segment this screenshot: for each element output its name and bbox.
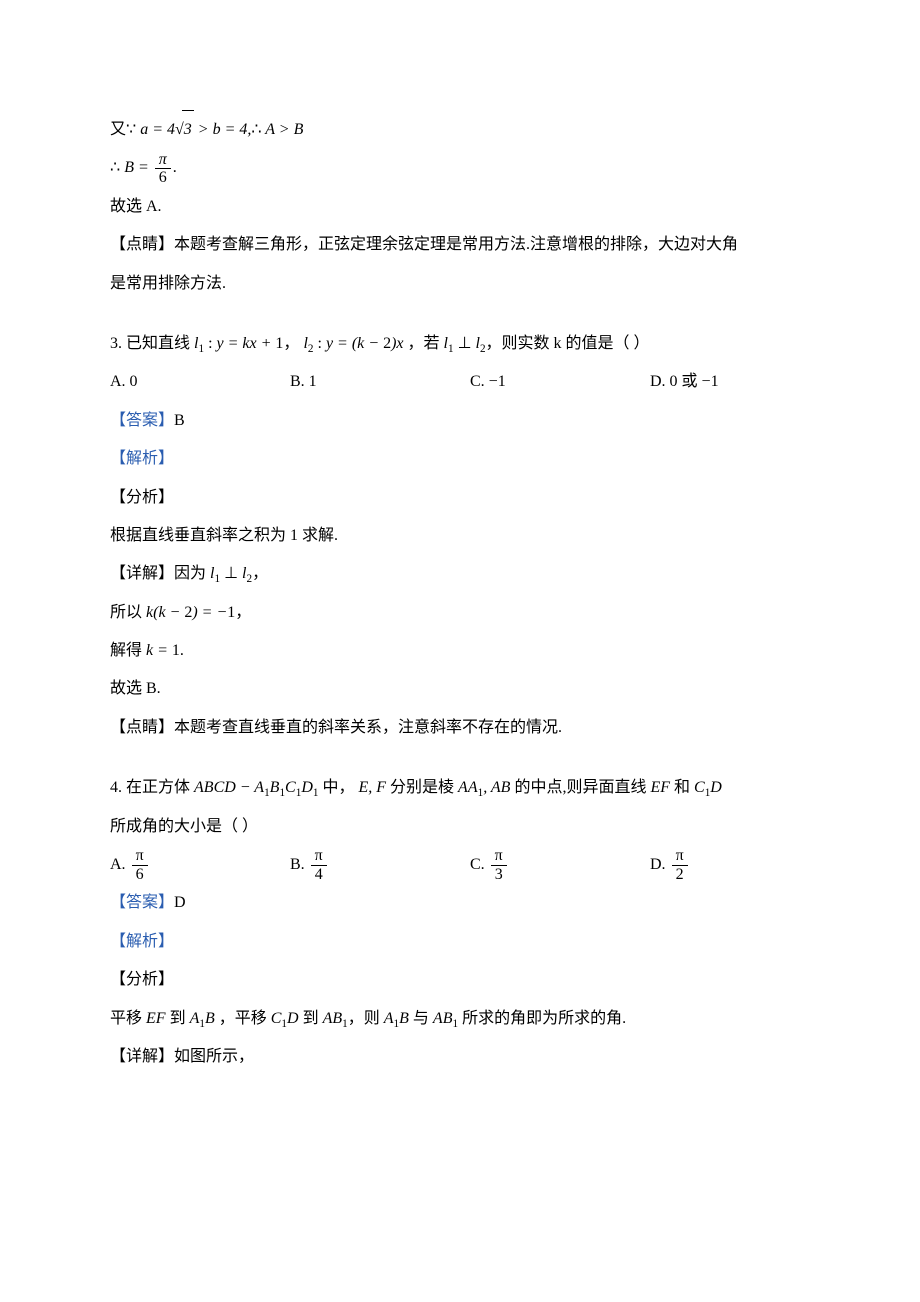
label-daan-4: 【答案】 — [110, 894, 174, 911]
q4-stem-line2: 所成角的大小是（ ） — [110, 808, 830, 846]
q4-s1: 4. 在正方体 — [110, 779, 190, 796]
label-xiangjie: 【详解】 — [110, 565, 174, 582]
dianjing-2-text: 本题考查解三角形，正弦定理余弦定理是常用方法.注意增根的排除，大边对大角 — [174, 236, 738, 253]
frac-den-6: 6 — [155, 168, 171, 187]
q3-jiexi: 【解析】 — [110, 440, 830, 478]
q4-jiexi: 【解析】 — [110, 923, 830, 961]
line-guxuan-a: 故选 A. — [110, 188, 830, 226]
math-a-gt-b: A > B — [265, 121, 303, 138]
q4-fx-d: 到 — [303, 1010, 319, 1027]
q4-fx-c: ，平移 — [215, 1010, 267, 1027]
q3-opt-a: A. 0 — [110, 363, 290, 401]
math-a-eq: a = 4 — [140, 121, 175, 138]
q3-guxuan: 故选 B. — [110, 670, 830, 708]
q4-s3: 分别是棱 — [386, 779, 454, 796]
q4-fenxi: 平移 EF 到 A1B ，平移 C1D 到 AB1，则 A1B 与 AB1 所求… — [110, 1000, 830, 1038]
q3-xiangjie-3: 解得 k = 1. — [110, 632, 830, 670]
label-dianjing-3: 【点睛】 — [110, 719, 174, 736]
q3-xj-1a: 因为 — [174, 565, 206, 582]
q3-comma1: ， — [283, 335, 299, 352]
q4-opt-c: C. π3 — [470, 846, 650, 884]
dianjing-2-cont: 是常用排除方法. — [110, 265, 830, 303]
line-a-gt-b: 又∵ a = 4√3 > b = 4,∴ A > B — [110, 110, 830, 149]
q4-opt-d: D. π2 — [650, 846, 830, 884]
q4-fx-g: 所求的角即为所求的角. — [462, 1010, 626, 1027]
q3-dj-text: 本题考查直线垂直的斜率关系，注意斜率不存在的情况. — [174, 719, 562, 736]
q3-xj-1b: ， — [252, 565, 268, 582]
q3-opt-d: D. 0 或 −1 — [650, 363, 830, 401]
q4-answer: 【答案】D — [110, 884, 830, 922]
q3-answer-val: B — [174, 412, 185, 429]
dianjing-2: 【点睛】本题考查解三角形，正弦定理余弦定理是常用方法.注意增根的排除，大边对大角 — [110, 226, 830, 264]
q3-end: ，则实数 k 的值是（ ） — [486, 335, 650, 352]
q3-xj-2a: 所以 — [110, 604, 142, 621]
sym-since: ∵ — [126, 121, 136, 138]
math-b-eq: B = — [124, 159, 153, 176]
q3-dianjing: 【点睛】本题考查直线垂直的斜率关系，注意斜率不存在的情况. — [110, 709, 830, 747]
q3-options: A. 0 B. 1 C. −1 D. 0 或 −1 — [110, 363, 830, 401]
q3-xj-3b: . — [180, 642, 184, 659]
label-xiangjie-4: 【详解】 — [110, 1048, 174, 1065]
q4-xj-text: 如图所示， — [174, 1048, 254, 1065]
sqrt-3: 3 — [182, 110, 194, 149]
q4-options: A. π6 B. π4 C. π3 D. π2 — [110, 846, 830, 884]
q3-fenxi-label: 【分析】 — [110, 479, 830, 517]
label-dianjing: 【点睛】 — [110, 236, 174, 253]
q3-opt-b: B. 1 — [290, 363, 470, 401]
q4-fx-f: 与 — [413, 1010, 429, 1027]
q4-xiangjie: 【详解】如图所示， — [110, 1038, 830, 1076]
q4-opt-a: A. π6 — [110, 846, 290, 884]
q3-opt-c: C. −1 — [470, 363, 650, 401]
frac-num-pi: π — [159, 151, 167, 168]
q3-xj-3a: 解得 — [110, 642, 142, 659]
q4-s4: 的中点,则异面直线 — [514, 779, 646, 796]
q3-fenxi: 根据直线垂直斜率之积为 1 求解. — [110, 517, 830, 555]
q3-xiangjie-1: 【详解】因为 l1 ⊥ l2， — [110, 555, 830, 593]
q4-s5: 和 — [674, 779, 690, 796]
q3-xiangjie-2: 所以 k(k − 2) = −1， — [110, 594, 830, 632]
sym-therefore-2: ∴ — [110, 159, 120, 176]
q4-answer-val: D — [174, 894, 186, 911]
q3-stem: 3. 已知直线 l1 : y = kx + 1， l2 : y = (k − 2… — [110, 325, 830, 363]
document-page: 又∵ a = 4√3 > b = 4,∴ A > B ∴ B = π6. 故选 … — [0, 0, 920, 1302]
q3-xj-2b: ， — [235, 604, 251, 621]
q4-fx-e: ，则 — [348, 1010, 380, 1027]
label-daan: 【答案】 — [110, 412, 174, 429]
sym-therefore-1: ∴ — [251, 121, 261, 138]
q3-mid2: ，若 — [404, 335, 440, 352]
q3-prefix: 3. 已知直线 — [110, 335, 190, 352]
math-gt-b: > b = 4, — [194, 121, 252, 138]
q4-fx-a: 平移 — [110, 1010, 146, 1027]
line-therefore-b: ∴ B = π6. — [110, 149, 830, 187]
q4-s2: 中， — [322, 779, 358, 796]
q4-opt-b: B. π4 — [290, 846, 470, 884]
q4-fenxi-label: 【分析】 — [110, 961, 830, 999]
text-you: 又 — [110, 121, 126, 138]
q4-stem-line1: 4. 在正方体 ABCD − A1B1C1D1 中， E, F 分别是棱 AA1… — [110, 769, 830, 807]
q3-answer: 【答案】B — [110, 402, 830, 440]
q4-fx-b: 到 — [166, 1010, 190, 1027]
